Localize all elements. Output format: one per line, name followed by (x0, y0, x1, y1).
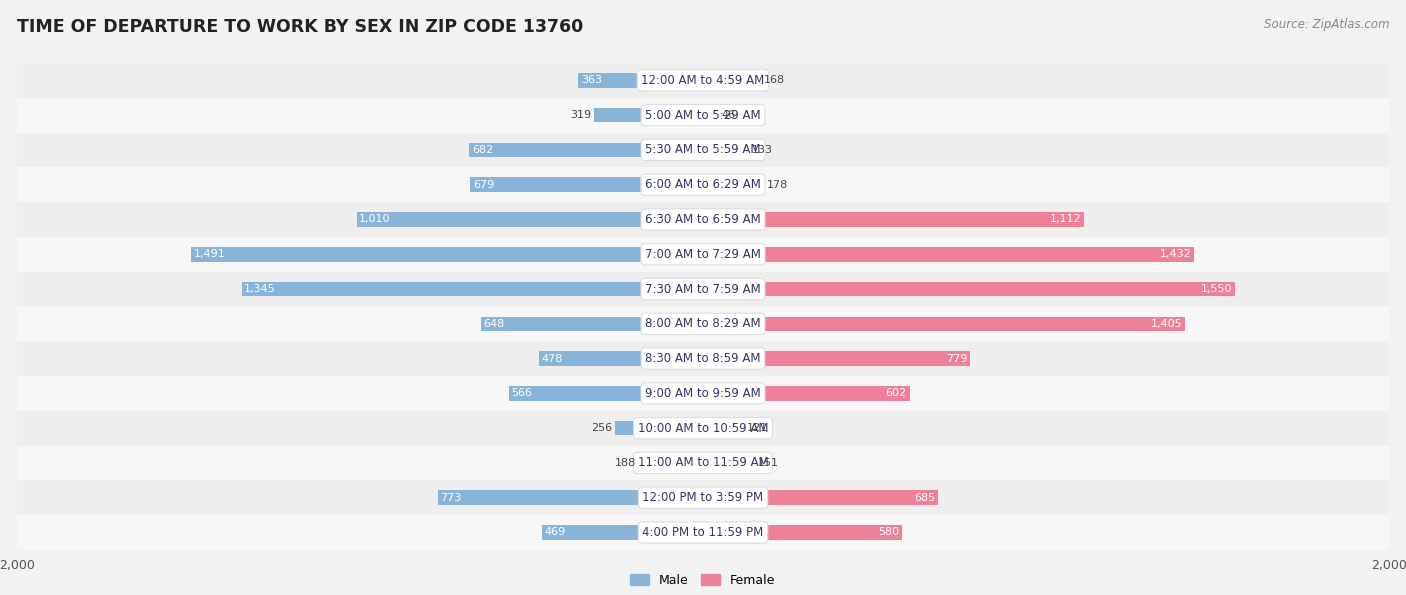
Text: 5:00 AM to 5:29 AM: 5:00 AM to 5:29 AM (645, 109, 761, 121)
Text: 566: 566 (512, 389, 533, 399)
Text: 779: 779 (946, 353, 967, 364)
Text: 133: 133 (751, 145, 772, 155)
Bar (357, 212, 703, 227)
Bar (17, 341, 1389, 376)
Bar (17, 98, 1389, 133)
Text: 6:30 AM to 6:59 AM: 6:30 AM to 6:59 AM (645, 213, 761, 226)
Bar (638, 456, 703, 470)
Bar (703, 421, 745, 436)
Text: 478: 478 (541, 353, 564, 364)
Text: 256: 256 (592, 423, 613, 433)
Bar (470, 177, 703, 192)
Text: 12:00 AM to 4:59 AM: 12:00 AM to 4:59 AM (641, 74, 765, 87)
Bar (593, 108, 703, 123)
Text: 188: 188 (614, 458, 636, 468)
Text: 679: 679 (472, 180, 494, 190)
Text: 580: 580 (879, 528, 900, 537)
Bar (191, 247, 703, 262)
Text: Source: ZipAtlas.com: Source: ZipAtlas.com (1264, 18, 1389, 31)
Bar (17, 237, 1389, 272)
Bar (481, 317, 703, 331)
Text: 682: 682 (472, 145, 494, 155)
Bar (703, 143, 748, 157)
Bar (703, 317, 1185, 331)
Text: 685: 685 (914, 493, 935, 503)
Bar (17, 202, 1389, 237)
Text: 11:00 AM to 11:59 AM: 11:00 AM to 11:59 AM (638, 456, 768, 469)
Text: 7:30 AM to 7:59 AM: 7:30 AM to 7:59 AM (645, 283, 761, 296)
Bar (17, 411, 1389, 446)
Text: 8:30 AM to 8:59 AM: 8:30 AM to 8:59 AM (645, 352, 761, 365)
Bar (17, 167, 1389, 202)
Text: 178: 178 (766, 180, 787, 190)
Text: 602: 602 (886, 389, 907, 399)
Bar (17, 133, 1389, 167)
Text: 1,405: 1,405 (1150, 319, 1182, 329)
Text: 469: 469 (546, 528, 567, 537)
Bar (17, 515, 1389, 550)
Bar (17, 480, 1389, 515)
Text: 9:00 AM to 9:59 AM: 9:00 AM to 9:59 AM (645, 387, 761, 400)
Bar (17, 306, 1389, 341)
Bar (703, 177, 763, 192)
Bar (17, 446, 1389, 480)
Bar (17, 376, 1389, 411)
Bar (703, 525, 903, 540)
Text: 10:00 AM to 10:59 AM: 10:00 AM to 10:59 AM (638, 422, 768, 435)
Bar (703, 281, 1234, 296)
Bar (17, 63, 1389, 98)
Text: 4:00 PM to 11:59 PM: 4:00 PM to 11:59 PM (643, 526, 763, 539)
Bar (703, 351, 970, 366)
Text: 1,491: 1,491 (194, 249, 226, 259)
Text: 5:30 AM to 5:59 AM: 5:30 AM to 5:59 AM (645, 143, 761, 156)
Text: 151: 151 (758, 458, 779, 468)
Text: 121: 121 (747, 423, 769, 433)
Text: 1,550: 1,550 (1201, 284, 1232, 294)
Bar (437, 490, 703, 505)
Text: 46: 46 (721, 110, 735, 120)
Bar (17, 272, 1389, 306)
Text: 1,112: 1,112 (1050, 214, 1081, 224)
Bar (616, 421, 703, 436)
Bar (703, 73, 761, 87)
Legend: Male, Female: Male, Female (626, 569, 780, 591)
Text: 1,345: 1,345 (245, 284, 276, 294)
Text: 8:00 AM to 8:29 AM: 8:00 AM to 8:29 AM (645, 317, 761, 330)
Bar (470, 143, 703, 157)
Bar (578, 73, 703, 87)
Bar (703, 212, 1084, 227)
Text: 1,432: 1,432 (1160, 249, 1191, 259)
Bar (703, 247, 1194, 262)
Bar (703, 456, 755, 470)
Text: 12:00 PM to 3:59 PM: 12:00 PM to 3:59 PM (643, 491, 763, 504)
Bar (703, 490, 938, 505)
Text: TIME OF DEPARTURE TO WORK BY SEX IN ZIP CODE 13760: TIME OF DEPARTURE TO WORK BY SEX IN ZIP … (17, 18, 583, 36)
Bar (509, 386, 703, 400)
Bar (703, 386, 910, 400)
Bar (543, 525, 703, 540)
Text: 1,010: 1,010 (360, 214, 391, 224)
Text: 363: 363 (581, 76, 602, 85)
Bar (242, 281, 703, 296)
Text: 648: 648 (484, 319, 505, 329)
Text: 773: 773 (440, 493, 461, 503)
Text: 7:00 AM to 7:29 AM: 7:00 AM to 7:29 AM (645, 248, 761, 261)
Bar (538, 351, 703, 366)
Bar (703, 108, 718, 123)
Text: 6:00 AM to 6:29 AM: 6:00 AM to 6:29 AM (645, 178, 761, 191)
Text: 319: 319 (569, 110, 591, 120)
Text: 168: 168 (763, 76, 785, 85)
